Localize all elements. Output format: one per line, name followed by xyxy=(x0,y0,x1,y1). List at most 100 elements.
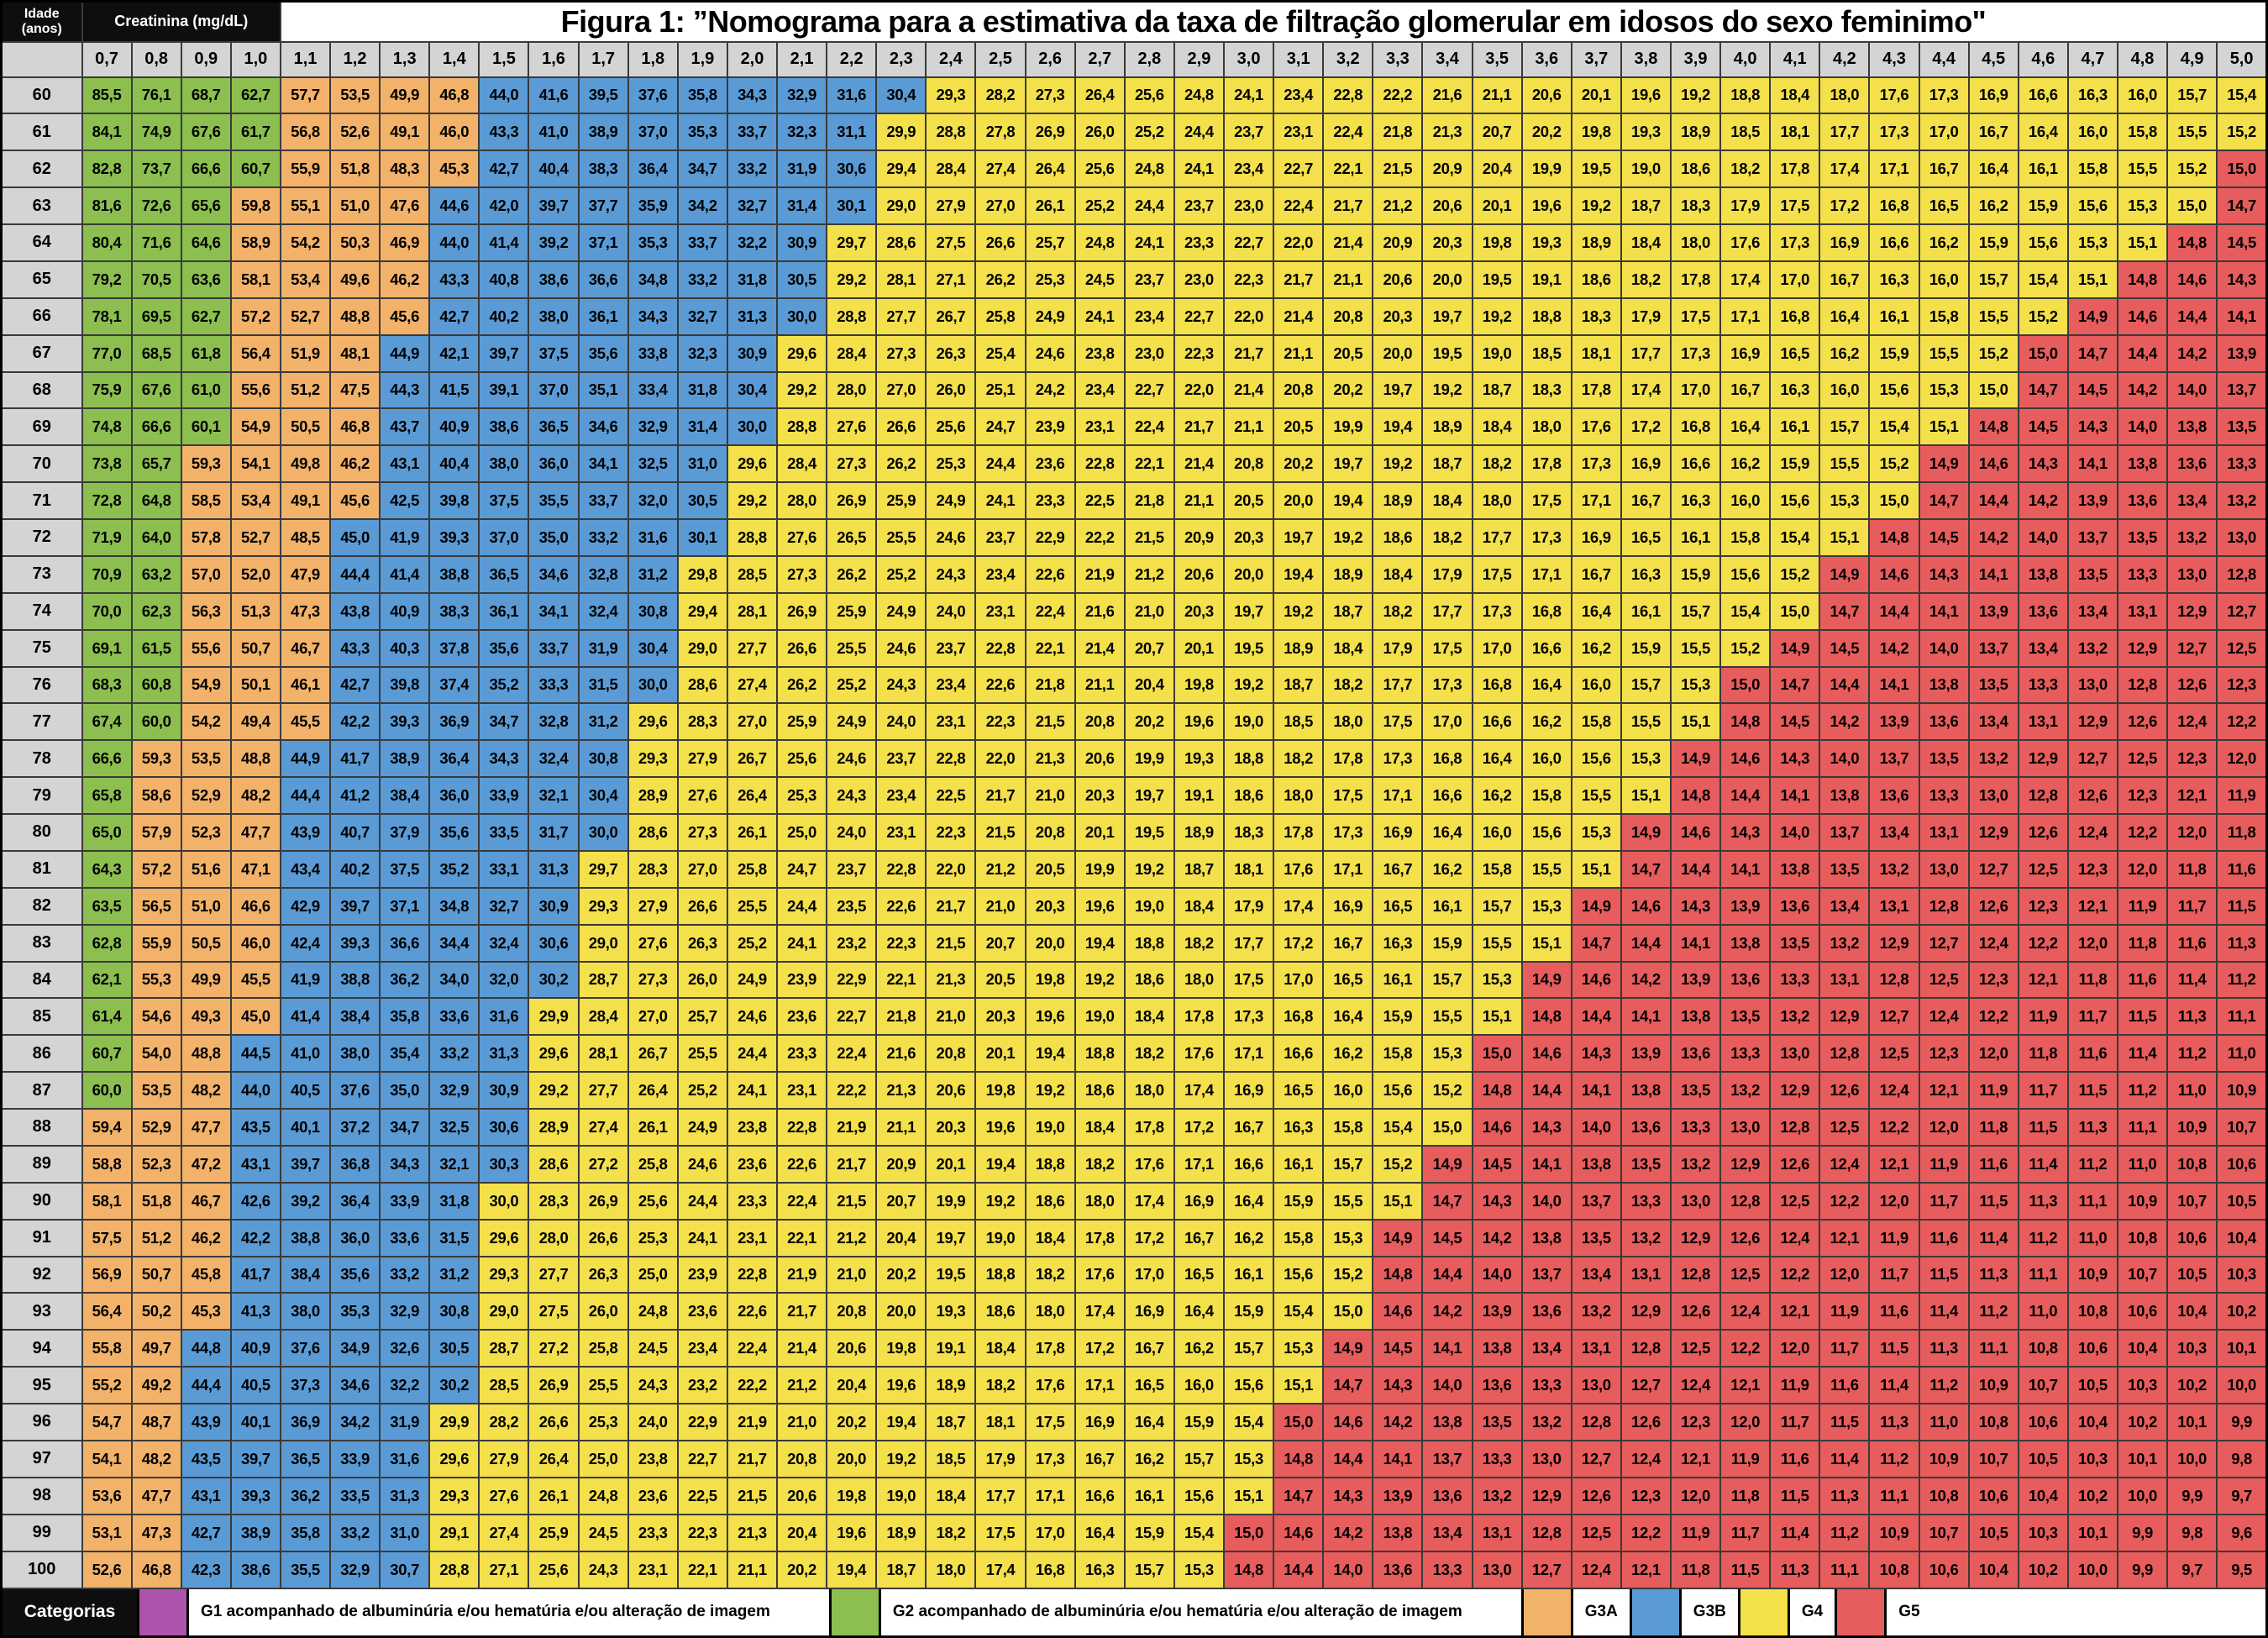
gfr-cell: 28,8 xyxy=(428,1550,480,1589)
gfr-cell: 24,3 xyxy=(627,1366,679,1404)
gfr-cell: 24,5 xyxy=(577,1513,629,1552)
gfr-cell: 12,9 xyxy=(2017,739,2069,779)
gfr-cell: 27,6 xyxy=(627,923,679,963)
gfr-cell: 11,6 xyxy=(1769,1439,1821,1478)
gfr-cell: 27,0 xyxy=(974,186,1026,225)
gfr-cell: 14,2 xyxy=(1471,1218,1523,1257)
gfr-cell: 21,9 xyxy=(726,1403,779,1441)
gfr-cell: 22,3 xyxy=(676,1513,728,1552)
gfr-cell: 22,4 xyxy=(1273,186,1325,225)
gfr-cell: 61,4 xyxy=(81,997,133,1037)
gfr-cell: 34,4 xyxy=(428,923,480,963)
gfr-cell: 33,5 xyxy=(329,1476,381,1515)
gfr-cell: 35,3 xyxy=(676,113,728,152)
gfr-cell: 56,4 xyxy=(229,333,281,373)
gfr-cell: 10,4 xyxy=(2216,1218,2268,1257)
gfr-cell: 27,7 xyxy=(726,628,779,668)
gfr-cell: 17,9 xyxy=(974,1439,1026,1478)
gfr-cell: 42,7 xyxy=(478,150,530,189)
gfr-cell: 11,8 xyxy=(2017,1034,2069,1074)
gfr-cell: 21,0 xyxy=(826,1255,878,1294)
gfr-cell: 46,0 xyxy=(229,923,281,963)
gfr-cell: 43,4 xyxy=(279,849,332,889)
gfr-cell: 15,1 xyxy=(1223,1476,1275,1515)
gfr-cell: 16,8 xyxy=(1273,997,1325,1037)
gfr-cell: 17,3 xyxy=(1918,76,1970,115)
gfr-cell: 30,6 xyxy=(826,150,878,189)
gfr-cell: 10,2 xyxy=(2017,1550,2069,1589)
gfr-cell: 14,3 xyxy=(1918,554,1970,594)
gfr-cell: 18,9 xyxy=(875,1513,927,1552)
gfr-cell: 39,3 xyxy=(379,702,431,742)
gfr-cell: 14,4 xyxy=(1669,849,1722,889)
gfr-cell: 24,8 xyxy=(1123,150,1175,189)
gfr-cell: 71,6 xyxy=(130,223,182,262)
gfr-cell: 19,0 xyxy=(1074,997,1126,1037)
gfr-cell: 28,5 xyxy=(726,554,779,594)
gfr-cell: 18,7 xyxy=(875,1550,927,1589)
gfr-cell: 25,9 xyxy=(776,702,828,742)
gfr-cell: 29,3 xyxy=(627,739,679,779)
gfr-cell: 36,9 xyxy=(279,1403,332,1441)
gfr-cell: 15,7 xyxy=(1223,1329,1275,1368)
gfr-cell: 14,4 xyxy=(1819,665,1871,705)
gfr-cell: 54,9 xyxy=(229,407,281,447)
gfr-cell: 19,2 xyxy=(1322,518,1374,557)
table-row: 60 85,5 76,1 68,7 62,7 57,7 53,5 49,9 46,8 44,0 41… xyxy=(0,76,2268,115)
gfr-cell: 21,7 xyxy=(826,1144,878,1184)
gfr-cell: 26,9 xyxy=(528,1366,580,1404)
gfr-cell: 13,1 xyxy=(2017,702,2069,742)
gfr-cell: 13,5 xyxy=(1918,739,1970,779)
gfr-cell: 43,8 xyxy=(329,591,381,631)
gfr-cell: 18,2 xyxy=(1719,150,1772,189)
gfr-cell: 26,9 xyxy=(776,591,828,631)
age-row-header: 73 xyxy=(0,554,83,594)
gfr-cell: 13,2 xyxy=(1669,1144,1722,1184)
gfr-cell: 28,1 xyxy=(726,591,779,631)
gfr-cell: 17,4 xyxy=(1273,886,1325,926)
table-row: 79 65,8 58,6 52,9 48,2 44,4 41,2 38,4 36,0 33,9 32… xyxy=(0,776,2268,815)
gfr-cell: 57,7 xyxy=(279,76,332,115)
gfr-cell: 39,1 xyxy=(478,370,530,410)
gfr-cell: 28,6 xyxy=(528,1144,580,1184)
gfr-cell: 18,8 xyxy=(1123,923,1175,963)
gfr-cell: 14,1 xyxy=(1967,554,2019,594)
gfr-cell: 29,2 xyxy=(826,260,878,299)
gfr-cell: 12,8 xyxy=(2216,554,2268,594)
gfr-cell: 11,7 xyxy=(1769,1403,1821,1441)
gfr-cell: 14,7 xyxy=(1620,849,1672,889)
gfr-cell: 12,9 xyxy=(1868,923,1920,963)
gfr-cell: 11,6 xyxy=(1819,1366,1871,1404)
gfr-cell: 10,3 xyxy=(2116,1366,2169,1404)
gfr-cell: 15,4 xyxy=(1273,1292,1325,1331)
gfr-cell: 10,2 xyxy=(2216,1292,2268,1331)
gfr-cell: 16,2 xyxy=(1819,333,1871,373)
gfr-cell: 11,8 xyxy=(2166,849,2218,889)
gfr-cell: 54,1 xyxy=(229,444,281,484)
gfr-cell: 35,8 xyxy=(279,1513,332,1552)
gfr-cell: 29,0 xyxy=(478,1292,530,1331)
gfr-cell: 12,6 xyxy=(2166,665,2218,705)
gfr-cell: 26,4 xyxy=(528,1439,580,1478)
gfr-cell: 14,1 xyxy=(1620,997,1672,1037)
gfr-cell: 12,2 xyxy=(1967,997,2019,1037)
gfr-cell: 30,1 xyxy=(676,518,728,557)
gfr-cell: 72,8 xyxy=(81,481,133,520)
gfr-cell: 20,0 xyxy=(1024,923,1076,963)
gfr-cell: 41,9 xyxy=(279,960,332,1000)
gfr-cell: 24,8 xyxy=(627,1292,679,1331)
gfr-cell: 39,5 xyxy=(577,76,629,115)
gfr-cell: 14,2 xyxy=(1819,702,1871,742)
gfr-cell: 15,2 xyxy=(2216,113,2268,152)
gfr-cell: 20,1 xyxy=(1173,628,1226,668)
gfr-cell: 52,7 xyxy=(229,518,281,557)
gfr-cell: 43,5 xyxy=(180,1439,232,1478)
gfr-cell: 11,9 xyxy=(1918,1144,1970,1184)
gfr-cell: 23,9 xyxy=(676,1255,728,1294)
gfr-cell: 9,8 xyxy=(2216,1439,2268,1478)
gfr-cell: 14,0 xyxy=(2166,370,2218,410)
gfr-cell: 18,6 xyxy=(1570,260,1622,299)
gfr-cell: 16,7 xyxy=(1918,150,1970,189)
gfr-cell: 12,0 xyxy=(2116,849,2169,889)
gfr-cell: 33,2 xyxy=(379,1255,431,1294)
